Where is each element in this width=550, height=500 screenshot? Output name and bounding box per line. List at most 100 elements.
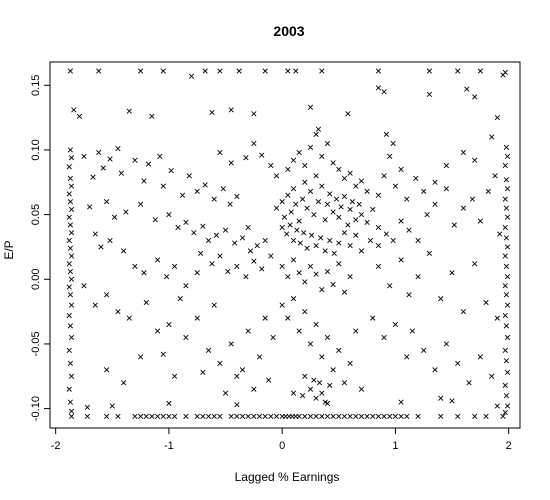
data-point	[322, 217, 328, 223]
data-point	[503, 263, 510, 269]
data-point	[469, 196, 476, 202]
x-tick-label: 1	[392, 440, 398, 452]
data-point	[319, 68, 325, 74]
data-point	[123, 209, 129, 215]
data-point	[330, 413, 336, 419]
data-points	[66, 68, 511, 419]
data-point	[92, 302, 98, 308]
data-point	[217, 253, 223, 259]
data-point	[341, 380, 348, 386]
data-point	[415, 237, 421, 244]
data-point	[293, 201, 299, 207]
data-point	[504, 369, 511, 376]
data-point	[100, 165, 106, 171]
data-point	[164, 274, 170, 280]
data-point	[330, 160, 336, 166]
data-point	[68, 230, 75, 236]
data-point	[66, 164, 72, 170]
data-point	[304, 205, 310, 211]
data-point	[319, 183, 325, 189]
data-point	[115, 308, 121, 315]
data-point	[503, 358, 510, 364]
data-point	[336, 166, 342, 172]
data-point	[426, 91, 433, 97]
data-point	[413, 175, 419, 182]
data-point	[115, 413, 121, 419]
data-point	[485, 188, 491, 194]
data-point	[137, 413, 144, 419]
data-point	[279, 224, 285, 231]
data-point	[324, 140, 331, 147]
data-point	[290, 157, 297, 163]
data-point	[141, 270, 147, 276]
data-point	[132, 157, 138, 163]
data-point	[256, 413, 263, 419]
data-point	[443, 162, 450, 169]
data-point	[370, 413, 376, 419]
data-point	[341, 230, 348, 236]
data-point	[227, 201, 233, 207]
data-point	[67, 399, 74, 405]
data-point	[460, 205, 466, 211]
data-point	[330, 367, 336, 373]
data-point	[503, 323, 510, 329]
data-point	[353, 217, 359, 223]
data-point	[406, 227, 412, 233]
data-point	[177, 296, 183, 302]
data-point	[299, 393, 306, 399]
data-point	[154, 413, 161, 419]
data-point	[211, 413, 217, 419]
x-axis-label: Lagged % Earnings	[235, 470, 340, 484]
data-point	[301, 230, 307, 236]
data-point	[347, 243, 353, 249]
data-point	[200, 369, 206, 376]
data-point	[285, 192, 291, 198]
data-point	[409, 328, 416, 334]
data-point	[137, 68, 144, 74]
data-point	[205, 237, 212, 244]
data-point	[483, 299, 489, 306]
y-tick-label: 0.05	[30, 204, 42, 225]
data-point	[349, 199, 356, 205]
data-point	[504, 403, 511, 409]
data-point	[381, 334, 387, 341]
data-point	[494, 315, 500, 321]
data-point	[228, 160, 234, 166]
data-point	[194, 413, 200, 419]
data-point	[324, 334, 331, 341]
data-point	[319, 390, 325, 396]
data-point	[90, 174, 96, 180]
data-point	[503, 177, 510, 183]
data-point	[68, 334, 75, 341]
data-point	[202, 182, 208, 188]
data-point	[327, 382, 333, 388]
y-axis-label: E/P	[2, 240, 16, 259]
data-point	[421, 347, 427, 354]
data-point	[336, 214, 342, 220]
data-point	[502, 224, 508, 231]
x-tick-label: 2	[506, 440, 512, 452]
plot-frame	[49, 61, 521, 429]
data-point	[503, 292, 510, 298]
data-point	[455, 413, 461, 419]
data-point	[66, 284, 72, 290]
data-point	[307, 341, 314, 347]
data-point	[311, 211, 317, 218]
data-point	[262, 315, 268, 321]
data-point	[288, 209, 294, 215]
data-point	[234, 263, 240, 269]
data-point	[432, 201, 438, 207]
data-point	[294, 227, 300, 233]
data-point	[319, 413, 325, 419]
data-point	[472, 413, 478, 419]
data-point	[188, 73, 195, 79]
data-point	[67, 360, 74, 366]
data-point	[460, 149, 466, 156]
data-point	[104, 199, 110, 205]
data-point	[111, 214, 118, 220]
data-point	[341, 193, 348, 200]
data-point	[251, 258, 257, 264]
data-point	[160, 413, 166, 419]
data-point	[76, 113, 83, 119]
data-point	[281, 214, 288, 220]
